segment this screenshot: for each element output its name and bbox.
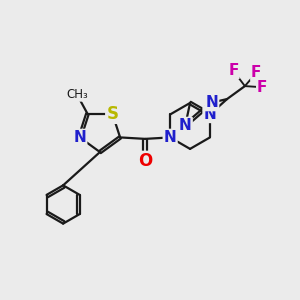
Text: N: N (74, 130, 86, 145)
Text: N: N (206, 95, 218, 110)
Text: N: N (204, 107, 216, 122)
Text: F: F (251, 65, 261, 80)
Text: CH₃: CH₃ (66, 88, 88, 101)
Text: O: O (138, 152, 152, 170)
Text: N: N (179, 118, 192, 133)
Text: S: S (106, 105, 119, 123)
Text: N: N (164, 130, 176, 145)
Text: F: F (257, 80, 267, 95)
Text: F: F (229, 63, 239, 78)
